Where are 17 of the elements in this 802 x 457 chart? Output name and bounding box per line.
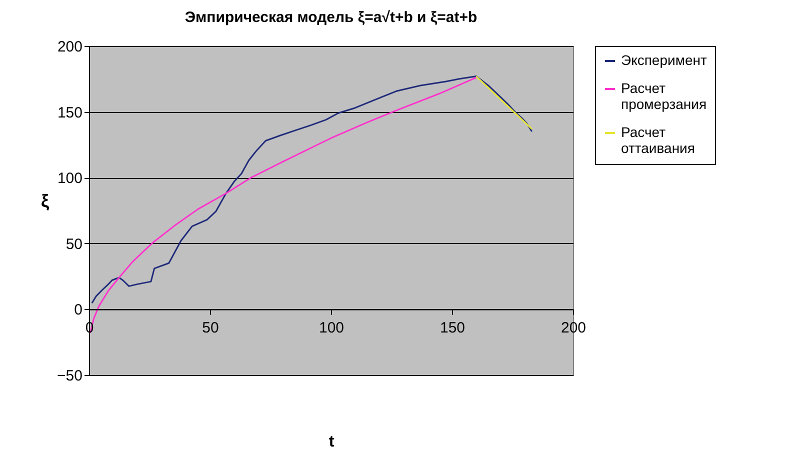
legend-label: Эксперимент: [621, 52, 708, 68]
legend-label: Расчет оттаивания: [621, 124, 695, 156]
y-tick-label: 200: [57, 38, 82, 56]
x-tick-label: 100: [318, 320, 344, 337]
y-tick-label: 0: [74, 302, 82, 319]
y-tick-label: −50: [57, 368, 82, 384]
x-tick-label: 200: [560, 320, 586, 337]
x-axis-title: t: [328, 434, 335, 450]
y-tick-label: 100: [57, 170, 82, 188]
x-tick-label: 150: [440, 320, 466, 337]
line-series: [91, 76, 533, 304]
y-axis-title: ξ: [41, 191, 50, 211]
legend-label: Расчет промерзания: [621, 80, 707, 112]
chart-title: Эмпирическая модель ξ=a√t+b и ξ=at+b: [184, 9, 478, 26]
y-tick-label: 150: [57, 104, 82, 122]
y-tick-label: 50: [66, 236, 82, 253]
x-tick-label: 50: [202, 320, 219, 337]
